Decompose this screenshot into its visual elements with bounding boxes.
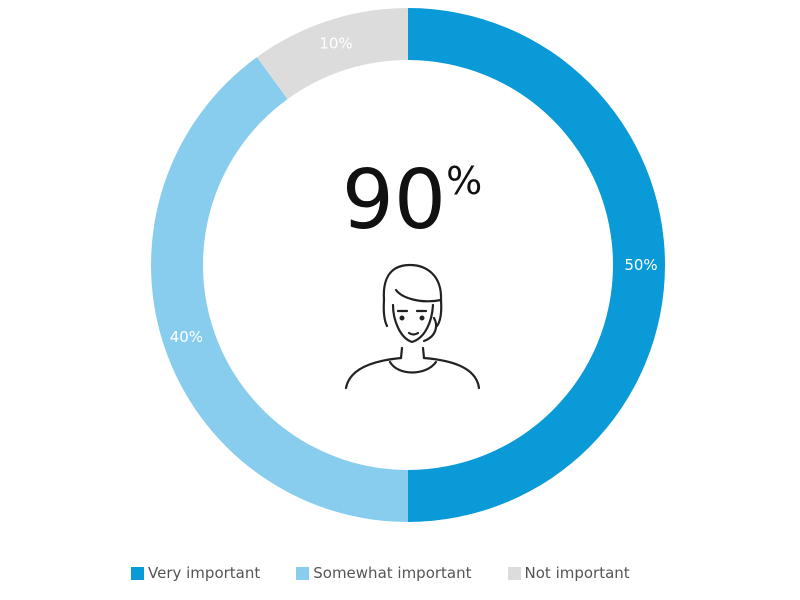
legend-swatch-very-important: [131, 566, 144, 580]
slice-labels: 50% 40% 10%: [170, 34, 658, 346]
center-value-number: 90: [342, 153, 446, 248]
donut-slice-somewhat-important: [151, 57, 409, 522]
legend: Very important Somewhat important Not im…: [131, 563, 666, 583]
legend-item-somewhat-important: Somewhat important: [296, 564, 472, 582]
legend-label: Not important: [524, 564, 630, 582]
slice-value-label: 50%: [624, 256, 657, 274]
legend-label: Somewhat important: [313, 564, 472, 582]
donut-slice-not-important: [256, 8, 408, 100]
slice-value-label: 10%: [319, 34, 352, 52]
slice-value-label: 40%: [170, 328, 203, 346]
legend-swatch-somewhat-important: [296, 566, 310, 580]
center-value-unit: %: [446, 159, 482, 203]
center-value: 90%: [342, 153, 482, 248]
legend-item-very-important: Very important: [131, 564, 260, 582]
donut-slice-very-important: [408, 8, 665, 522]
person-headset-icon: [344, 263, 481, 390]
legend-swatch-not-important: [507, 566, 521, 580]
legend-label: Very important: [148, 564, 261, 582]
donut-slices: [151, 8, 665, 522]
legend-item-not-important: Not important: [507, 564, 630, 582]
